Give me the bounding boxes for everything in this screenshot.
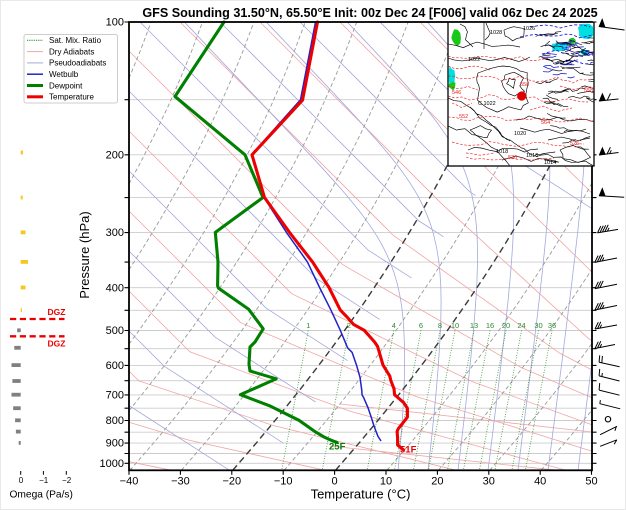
svg-text:DGZ: DGZ xyxy=(48,339,66,349)
svg-text:Dewpoint: Dewpoint xyxy=(49,81,83,90)
svg-text:600: 600 xyxy=(106,360,124,372)
svg-text:Pressure (hPa): Pressure (hPa) xyxy=(77,211,92,298)
svg-text:552: 552 xyxy=(459,114,468,120)
svg-text:0: 0 xyxy=(19,476,24,485)
svg-text:36: 36 xyxy=(548,321,556,330)
svg-text:1000: 1000 xyxy=(100,458,124,470)
svg-text:40: 40 xyxy=(534,476,546,488)
svg-text:30: 30 xyxy=(534,321,542,330)
svg-text:558: 558 xyxy=(584,88,593,94)
svg-text:2: 2 xyxy=(347,321,351,330)
svg-text:−20: −20 xyxy=(222,476,241,488)
svg-text:10: 10 xyxy=(380,476,392,488)
svg-text:1028: 1028 xyxy=(490,30,502,36)
svg-text:4: 4 xyxy=(392,321,396,330)
svg-text:1022: 1022 xyxy=(468,57,480,63)
svg-text:800: 800 xyxy=(106,415,124,427)
svg-text:−30: −30 xyxy=(171,476,190,488)
svg-text:20: 20 xyxy=(502,321,510,330)
svg-text:50: 50 xyxy=(585,476,597,488)
svg-text:16: 16 xyxy=(486,321,494,330)
svg-text:400: 400 xyxy=(106,282,124,294)
svg-text:Pseudoadiabats: Pseudoadiabats xyxy=(49,59,106,68)
svg-text:540: 540 xyxy=(562,47,571,53)
svg-text:900: 900 xyxy=(106,438,124,450)
svg-text:Dry Adiabats: Dry Adiabats xyxy=(49,47,94,56)
svg-text:Temperature: Temperature xyxy=(49,93,94,102)
svg-text:1014: 1014 xyxy=(544,160,556,166)
svg-text:1018: 1018 xyxy=(496,149,508,155)
svg-text:1020: 1020 xyxy=(514,131,526,137)
svg-text:Wetbulb: Wetbulb xyxy=(49,70,79,79)
svg-text:546: 546 xyxy=(452,90,461,96)
svg-text:1: 1 xyxy=(306,321,310,330)
svg-text:300: 300 xyxy=(106,227,124,239)
svg-text:DGZ: DGZ xyxy=(48,307,66,317)
svg-text:500: 500 xyxy=(106,325,124,337)
svg-text:100: 100 xyxy=(106,17,124,29)
svg-text:564: 564 xyxy=(541,120,550,126)
svg-text:C 1022: C 1022 xyxy=(478,101,496,107)
svg-text:24: 24 xyxy=(517,321,525,330)
svg-text:1026: 1026 xyxy=(523,26,535,32)
svg-text:−1: −1 xyxy=(39,476,49,485)
svg-text:Temperature (°C): Temperature (°C) xyxy=(311,487,411,502)
svg-text:530: 530 xyxy=(508,155,517,161)
svg-text:GFS Sounding 31.50°N, 65.50°E: GFS Sounding 31.50°N, 65.50°E Init: 00z … xyxy=(142,6,597,20)
svg-text:200: 200 xyxy=(106,149,124,161)
svg-text:25F: 25F xyxy=(329,442,346,453)
svg-text:700: 700 xyxy=(106,390,124,402)
svg-text:0: 0 xyxy=(332,476,338,488)
svg-text:6: 6 xyxy=(419,321,423,330)
svg-text:1016: 1016 xyxy=(526,153,538,159)
svg-text:−40: −40 xyxy=(120,476,139,488)
svg-text:10: 10 xyxy=(451,321,459,330)
svg-text:8: 8 xyxy=(438,321,442,330)
svg-text:−2: −2 xyxy=(62,476,72,485)
svg-text:534: 534 xyxy=(584,52,593,58)
svg-text:20: 20 xyxy=(431,476,443,488)
svg-text:558: 558 xyxy=(520,82,529,88)
svg-text:13: 13 xyxy=(470,321,478,330)
svg-text:51F: 51F xyxy=(400,445,417,456)
svg-text:Omega (Pa/s): Omega (Pa/s) xyxy=(10,490,73,501)
svg-text:Sat. Mix. Ratio: Sat. Mix. Ratio xyxy=(49,36,102,45)
svg-text:526: 526 xyxy=(570,141,579,147)
svg-text:30: 30 xyxy=(483,476,495,488)
svg-text:−10: −10 xyxy=(274,476,293,488)
